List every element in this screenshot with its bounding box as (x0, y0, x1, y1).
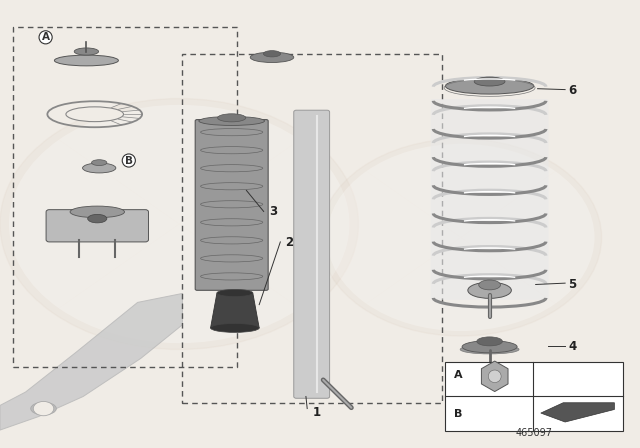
Text: 6: 6 (568, 84, 577, 97)
Text: 2: 2 (285, 237, 293, 250)
Text: A: A (454, 370, 463, 380)
Text: A: A (42, 32, 50, 42)
Text: 1: 1 (312, 406, 321, 419)
Ellipse shape (462, 340, 517, 353)
Polygon shape (481, 361, 508, 392)
Wedge shape (9, 140, 179, 308)
Polygon shape (211, 293, 259, 328)
Ellipse shape (88, 214, 107, 223)
Ellipse shape (264, 51, 280, 57)
Text: 5: 5 (568, 278, 577, 291)
FancyBboxPatch shape (294, 110, 330, 398)
Polygon shape (541, 403, 614, 422)
FancyBboxPatch shape (195, 120, 268, 290)
Ellipse shape (54, 55, 118, 66)
Ellipse shape (460, 345, 519, 354)
Polygon shape (0, 293, 182, 430)
Circle shape (0, 99, 358, 349)
Text: 3: 3 (269, 205, 277, 218)
Ellipse shape (477, 337, 502, 346)
Ellipse shape (250, 52, 294, 62)
Bar (182, 54, 442, 403)
Text: 465097: 465097 (515, 428, 552, 438)
Ellipse shape (31, 402, 56, 415)
Wedge shape (59, 224, 300, 343)
Text: B: B (125, 155, 133, 165)
Ellipse shape (70, 206, 125, 218)
Wedge shape (366, 237, 556, 331)
Ellipse shape (474, 77, 505, 86)
Ellipse shape (445, 78, 534, 94)
Circle shape (33, 401, 54, 416)
Wedge shape (327, 171, 461, 304)
Ellipse shape (74, 48, 99, 55)
Ellipse shape (488, 370, 501, 383)
Ellipse shape (66, 107, 124, 122)
Ellipse shape (211, 323, 259, 332)
Ellipse shape (199, 116, 264, 125)
Ellipse shape (92, 160, 107, 166)
Text: B: B (454, 409, 463, 419)
Circle shape (320, 139, 602, 336)
Bar (445, 362, 623, 431)
Ellipse shape (218, 114, 246, 122)
Ellipse shape (217, 289, 253, 297)
Text: 4: 4 (568, 340, 577, 353)
FancyBboxPatch shape (431, 99, 548, 300)
Ellipse shape (468, 282, 511, 298)
Wedge shape (461, 171, 595, 304)
Ellipse shape (83, 163, 116, 173)
Ellipse shape (479, 280, 500, 290)
Wedge shape (366, 144, 556, 237)
Bar (13, 27, 237, 367)
Wedge shape (179, 140, 349, 308)
Wedge shape (59, 105, 300, 224)
FancyBboxPatch shape (46, 210, 148, 242)
